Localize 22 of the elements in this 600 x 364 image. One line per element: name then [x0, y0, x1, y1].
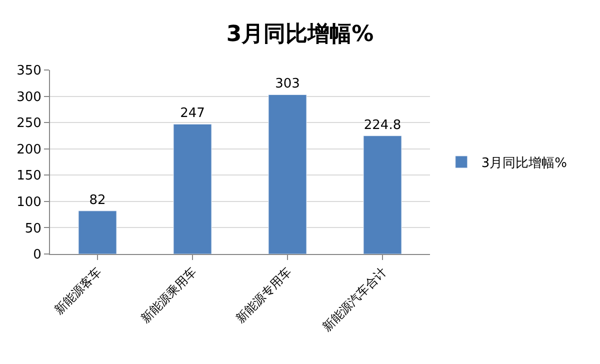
y-tick-label: 350: [16, 64, 42, 79]
x-tick-label: 新能源专用车: [233, 264, 294, 326]
y-tick-label: 50: [24, 221, 42, 236]
bar: [78, 210, 117, 254]
y-tick-label: 200: [16, 142, 42, 158]
x-tick-label: 新能源客车: [52, 264, 104, 318]
chart-title: 3月同比增幅%: [226, 22, 374, 47]
data-label: 82: [89, 192, 106, 208]
y-tick-label: 100: [16, 194, 42, 210]
y-tick-label: 250: [16, 116, 42, 132]
bar: [268, 94, 307, 254]
data-label: 303: [275, 76, 300, 92]
y-tick-label: 300: [16, 90, 42, 105]
data-label: 247: [180, 106, 205, 122]
y-tick-label: 150: [16, 168, 42, 184]
legend-label: 3月同比增幅%: [481, 156, 568, 172]
bar: [173, 124, 212, 254]
bar: [363, 136, 402, 254]
data-label: 224.8: [364, 118, 402, 133]
x-tick-label: 新能源汽车合计: [320, 264, 389, 334]
y-tick-label: 0: [33, 248, 42, 263]
x-tick-label: 新能源乘用车: [138, 264, 199, 326]
